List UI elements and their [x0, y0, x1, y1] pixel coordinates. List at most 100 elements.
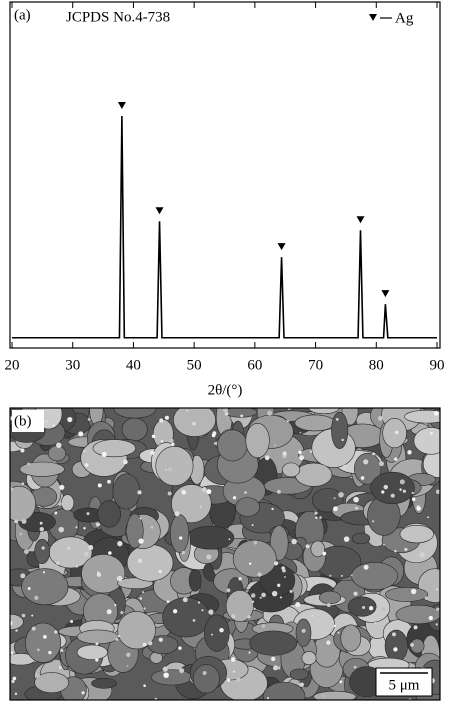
particle	[201, 487, 207, 493]
grain	[385, 586, 429, 602]
particle	[107, 479, 111, 484]
particle	[322, 551, 327, 556]
particle	[84, 463, 89, 467]
grain	[301, 651, 317, 666]
grain	[399, 524, 434, 544]
particle	[410, 643, 414, 647]
particle	[333, 624, 336, 627]
particle	[67, 416, 73, 423]
particle	[126, 652, 131, 657]
particle	[139, 597, 143, 600]
grain	[351, 561, 398, 591]
particle	[58, 551, 61, 554]
particle	[360, 476, 365, 480]
particle	[407, 450, 412, 455]
particle	[20, 573, 26, 579]
particle	[142, 642, 147, 647]
particle	[10, 620, 13, 626]
particle	[248, 562, 252, 565]
particle	[197, 601, 201, 604]
grain	[34, 539, 51, 564]
annotation: JCPDS No.4-738	[66, 9, 170, 25]
particle	[282, 451, 287, 456]
grain	[25, 622, 62, 663]
particle	[436, 588, 438, 591]
grain	[289, 668, 309, 681]
particle	[75, 526, 78, 529]
particle	[267, 697, 270, 700]
particle	[181, 488, 183, 491]
particle	[350, 574, 353, 577]
x-tick-label: 50	[187, 357, 202, 373]
particle	[385, 658, 388, 661]
particle	[402, 489, 407, 493]
particle	[261, 624, 266, 628]
particle	[169, 438, 174, 443]
grain	[313, 690, 357, 700]
grain	[232, 539, 277, 578]
particle	[298, 450, 302, 455]
peak-marker	[381, 290, 390, 298]
particle	[83, 526, 86, 530]
particle	[206, 489, 212, 495]
x-tick-label: 40	[126, 357, 141, 373]
particle	[284, 576, 286, 578]
peak-marker	[356, 216, 365, 224]
particle	[96, 572, 102, 577]
particle	[424, 596, 428, 600]
particle	[299, 682, 304, 687]
particle	[404, 547, 408, 552]
particle	[383, 484, 388, 490]
grain	[382, 418, 407, 449]
particle	[355, 506, 358, 510]
particle	[301, 628, 306, 633]
particle	[335, 417, 339, 421]
grain	[117, 611, 156, 650]
particle	[240, 414, 244, 418]
particle	[137, 490, 142, 495]
particle	[160, 440, 164, 443]
particle	[306, 613, 311, 618]
grain	[331, 411, 349, 450]
x-tick-label: 30	[65, 357, 80, 373]
grain	[10, 485, 36, 522]
grain	[89, 408, 104, 426]
particle	[251, 600, 255, 603]
particle	[393, 457, 398, 461]
particle	[31, 626, 36, 631]
particle	[159, 418, 164, 423]
particle	[341, 438, 344, 442]
particle	[126, 665, 129, 667]
grain	[171, 484, 212, 524]
x-tick-label: 20	[5, 357, 20, 373]
particle	[114, 603, 117, 607]
grain	[126, 544, 174, 582]
grain	[113, 408, 156, 419]
particle	[192, 421, 196, 426]
particle	[81, 691, 85, 695]
particle	[166, 600, 170, 603]
grain	[192, 664, 220, 694]
particle	[289, 589, 293, 593]
particle	[226, 588, 231, 593]
particle	[27, 587, 31, 590]
particle	[264, 455, 270, 461]
particle	[277, 666, 281, 670]
particle	[394, 549, 397, 553]
particle	[21, 613, 26, 618]
particle	[21, 482, 25, 485]
peak-marker	[155, 207, 164, 215]
particle	[12, 676, 17, 681]
particle	[333, 497, 336, 500]
particle	[108, 551, 112, 555]
grain	[340, 624, 362, 652]
particle	[219, 627, 224, 633]
particle	[14, 692, 18, 696]
particle	[393, 647, 398, 652]
particle	[24, 549, 29, 555]
particle	[122, 459, 128, 465]
particle	[199, 505, 202, 508]
particle	[10, 487, 14, 492]
particle	[60, 648, 64, 653]
